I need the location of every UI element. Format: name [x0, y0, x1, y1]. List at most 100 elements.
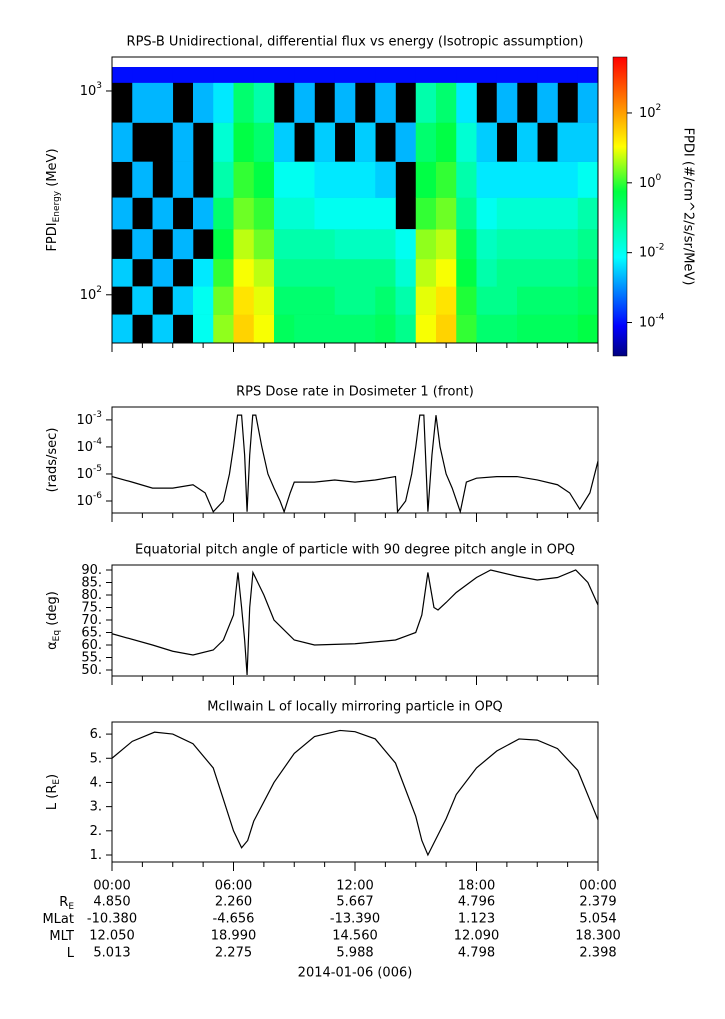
spectrogram-cell: [496, 82, 518, 123]
x-tick-label: 18:00: [458, 879, 495, 894]
y-axis-label-part: E: [52, 779, 62, 785]
spectrogram-cell: [213, 286, 234, 315]
plot-frame: [111, 564, 599, 677]
ephemeris-value: 4.796: [458, 895, 495, 910]
y-tick-label-base: 10: [76, 439, 93, 454]
spectrogram-cell: [132, 67, 153, 83]
spectrogram-cell: [213, 122, 234, 162]
ephemeris-value: -13.390: [330, 912, 380, 927]
spectrogram-cell: [172, 286, 194, 315]
spectrogram-cell: [314, 229, 336, 260]
spectrogram-cell: [334, 161, 356, 198]
y-tick-label: 75.: [81, 600, 102, 615]
plot-frame: [111, 406, 599, 514]
y-tick-label-exponent: -3: [93, 409, 102, 419]
ephemeris-value: 5.013: [93, 946, 130, 961]
spectrogram-cell: [132, 229, 153, 260]
spectrogram-cell: [517, 258, 538, 287]
spectrogram-cell: [274, 229, 295, 260]
spectrogram-cell: [537, 161, 558, 198]
spectrogram-cell: [334, 67, 356, 83]
spectrogram-cell: [577, 82, 599, 123]
ephemeris-row-label: MLT: [49, 929, 74, 944]
spectrogram-cell: [355, 197, 376, 230]
y-tick-label-base: 60.: [81, 638, 102, 653]
spectrogram-cell: [436, 161, 457, 198]
spectrogram-cell: [476, 229, 498, 260]
spectrogram-cell: [355, 67, 376, 83]
y-tick-label: 70.: [81, 613, 102, 628]
spectrogram-cell: [577, 286, 599, 315]
spectrogram-cell: [233, 161, 255, 198]
y-tick-label: 103: [80, 80, 102, 98]
spectrogram-cell: [456, 286, 477, 315]
spectrogram-cell: [274, 258, 295, 287]
spectrogram-cell: [274, 122, 295, 162]
spectrogram-cell: [436, 67, 457, 83]
ephemeris-value: 14.560: [332, 929, 378, 944]
spectrogram-cell: [456, 229, 477, 260]
spectrogram-cell: [253, 197, 275, 230]
spectrogram-cell: [253, 67, 275, 83]
y-tick-label-base: 70.: [81, 613, 102, 628]
spectrogram-cell: [233, 229, 255, 260]
spectrogram-cell: [112, 314, 133, 344]
panel-title: McIlwain L of locally mirroring particle…: [207, 700, 503, 715]
colorbar-tick-label-exponent: 0: [656, 172, 662, 182]
colorbar-tick-label-exponent: -4: [656, 312, 665, 322]
y-axis-label-part: Energy: [52, 190, 62, 222]
colorbar-tick-label: 10-4: [639, 312, 665, 330]
ephemeris-value: 1.123: [458, 912, 495, 927]
y-axis-label-part: L (R: [45, 785, 60, 810]
spectrogram-cell: [213, 161, 234, 198]
spectrogram-cell: [476, 197, 498, 230]
spectrogram-cell: [213, 67, 234, 83]
spectrogram-cell: [355, 229, 376, 260]
spectrogram-cell: [132, 286, 153, 315]
ephemeris-value: 5.054: [579, 912, 616, 927]
y-tick-label-base: 75.: [81, 600, 102, 615]
y-axis-label: FPDIEnergy (MeV): [45, 148, 62, 251]
spectrogram-cell: [334, 314, 356, 344]
y-tick-label: 10-3: [76, 409, 102, 427]
spectrogram-cell: [274, 67, 295, 83]
spectrogram-cell: [274, 314, 295, 344]
spectrogram-cell: [557, 197, 579, 230]
date-label: 2014-01-06 (006): [298, 966, 413, 981]
colorbar-tick-label-base: 10: [639, 105, 656, 120]
panel-title: RPS-B Unidirectional, differential flux …: [127, 35, 584, 50]
ephemeris-value: -4.656: [213, 912, 255, 927]
y-tick-label: 1.: [90, 847, 102, 862]
y-tick-label-exponent: 3: [96, 80, 102, 90]
panel-title: Equatorial pitch angle of particle with …: [135, 543, 575, 558]
spectrogram-cell: [334, 197, 356, 230]
ephemeris-value: -10.380: [87, 912, 137, 927]
spectrogram-cell: [294, 67, 315, 83]
spectrogram-cell: [456, 67, 477, 83]
spectrogram-cell: [112, 197, 133, 230]
ephemeris-value: 2.260: [215, 895, 252, 910]
panel-title: RPS Dose rate in Dosimeter 1 (front): [236, 385, 474, 400]
spectrogram-cell: [355, 122, 376, 162]
spectrogram-cell: [496, 286, 518, 315]
spectrogram-cell: [152, 82, 174, 123]
spectrogram-cell: [253, 314, 275, 344]
spectrogram-cell: [233, 286, 255, 315]
spectrogram-cell: [557, 122, 579, 162]
spectrogram-cell: [496, 229, 518, 260]
y-axis-label-part: (rads/sec): [45, 428, 60, 493]
spectrogram-cell: [557, 314, 579, 344]
y-tick-label: 10-6: [76, 491, 102, 509]
ephemeris-value: 5.988: [336, 946, 373, 961]
spectrogram-cell: [294, 82, 315, 123]
spectrogram-cell: [112, 258, 133, 287]
spectrogram-cell: [436, 122, 457, 162]
spectrogram-cell: [375, 161, 396, 198]
spectrogram-cell: [375, 314, 396, 344]
y-axis-label: L (RE): [45, 774, 62, 810]
spectrogram-cell: [253, 229, 275, 260]
y-tick-label: 102: [80, 284, 102, 302]
spectrogram-cell: [415, 314, 437, 344]
spectrogram-cell: [456, 258, 477, 287]
spectrogram-cell: [496, 67, 518, 83]
